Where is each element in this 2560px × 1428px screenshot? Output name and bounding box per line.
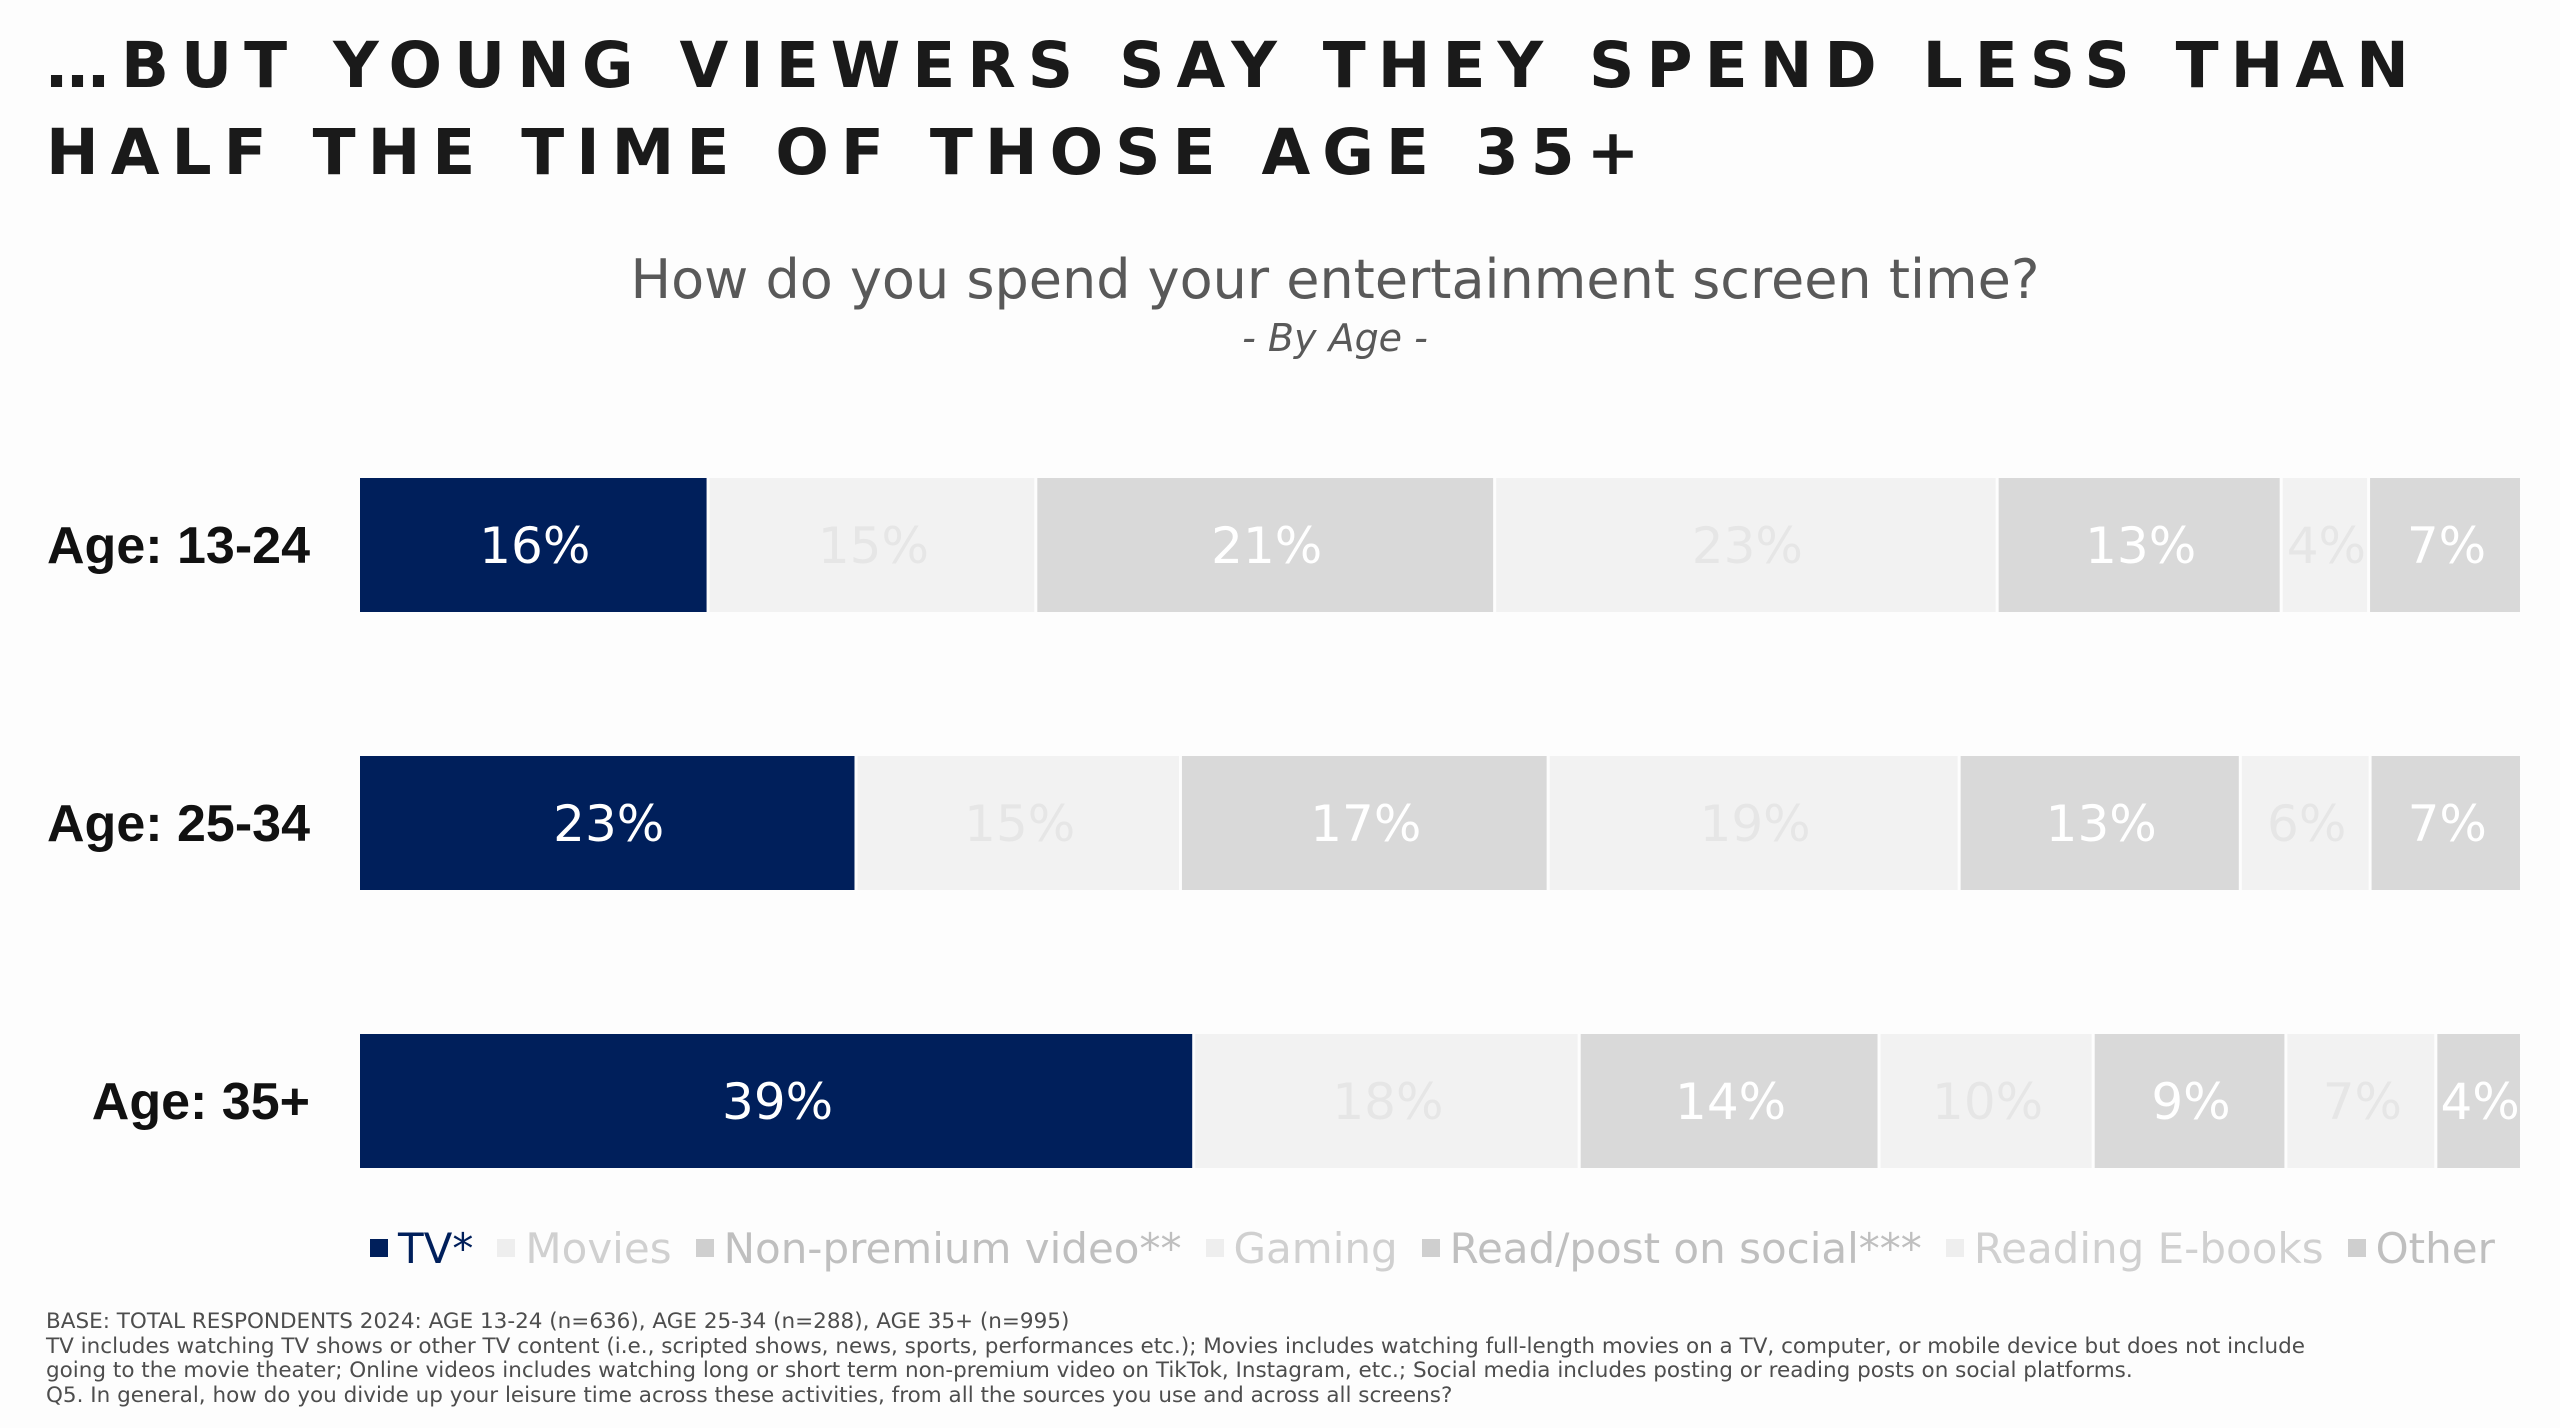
bar-segment: [1181, 756, 1547, 890]
bar-segment: [1496, 478, 1996, 612]
data-label: 23%: [553, 795, 664, 853]
bar-segment: [2094, 1034, 2285, 1168]
data-label: 7%: [2323, 1073, 2402, 1131]
data-label: 39%: [722, 1073, 833, 1131]
legend-label: Other: [2375, 1223, 2495, 1273]
category-label: Age: 13-24: [47, 517, 310, 575]
bar-segment: [2287, 1034, 2435, 1168]
data-label: 14%: [1675, 1073, 1786, 1131]
data-label: 10%: [1932, 1073, 2043, 1131]
bar-segment: [2437, 1034, 2520, 1168]
chart-legend: TV* Movies Non-premium video** Gaming Read/p…: [370, 1218, 2519, 1278]
legend-label: TV*: [398, 1223, 474, 1273]
bar-segment: [1549, 756, 1958, 890]
bar-segment: [360, 478, 707, 612]
bar-segment: [2241, 756, 2369, 890]
chart-title: How do you spend your entertainment scre…: [630, 248, 2040, 311]
legend-label: Gaming: [1233, 1223, 1398, 1273]
legend-label: Movies: [525, 1223, 672, 1273]
legend-swatch: [497, 1239, 516, 1257]
footnote-base: BASE: TOTAL RESPONDENTS 2024: AGE 13-24 …: [46, 1309, 1070, 1334]
bar-segment: [1195, 1034, 1578, 1168]
legend-item: Other: [2347, 1223, 2495, 1273]
legend-swatch: [370, 1239, 388, 1257]
data-label: 4%: [2287, 517, 2366, 575]
data-label: 18%: [1332, 1073, 1443, 1131]
bar-segment: [709, 478, 1035, 612]
data-label: 6%: [2267, 795, 2346, 853]
bar-segment: [2371, 756, 2520, 890]
bar-segment: [857, 756, 1179, 890]
chart-subtitle: - By Age -: [1242, 316, 1428, 360]
data-label: 13%: [2046, 795, 2157, 853]
legend-label: Reading E-books: [1973, 1223, 2324, 1273]
data-label: 15%: [964, 795, 1075, 853]
headline: …BUT YOUNG VIEWERS SAY THEY SPEND LESS T…: [46, 29, 2421, 189]
data-label: 17%: [1310, 795, 1421, 853]
footnote-definitions-cont: going to the movie theater; Online video…: [46, 1358, 2133, 1383]
legend-item: TV*: [370, 1224, 473, 1273]
data-label: 23%: [1692, 517, 1803, 575]
footnote: BASE: TOTAL RESPONDENTS 2024: AGE 13-24 …: [46, 1309, 2486, 1408]
legend-item: Movies: [497, 1223, 672, 1273]
bar-segment: [360, 756, 855, 890]
legend-swatch: [1205, 1239, 1224, 1257]
data-label: 4%: [2441, 1073, 2520, 1131]
footnote-question: Q5. In general, how do you divide up you…: [46, 1382, 1453, 1408]
legend-swatch: [2347, 1239, 2366, 1257]
bar-segment: [360, 1034, 1193, 1168]
legend-item: Non-premium video**: [695, 1223, 1182, 1273]
data-label: 9%: [2151, 1073, 2230, 1131]
data-label: 13%: [2085, 517, 2196, 575]
category-label: Age: 25-34: [47, 795, 310, 853]
data-label: 15%: [818, 517, 929, 575]
bar-segment: [2282, 478, 2368, 612]
bar-segment: [1998, 478, 2280, 612]
footnote-definitions: TV includes watching TV shows or other T…: [46, 1333, 2306, 1359]
legend-label: Non-premium video**: [723, 1223, 1182, 1273]
legend-item: Reading E-books: [1945, 1223, 2324, 1273]
legend-swatch: [1421, 1239, 1440, 1257]
data-label: 21%: [1211, 517, 1322, 575]
category-label: Age: 35+: [92, 1073, 310, 1131]
legend-label: Read/post on social***: [1449, 1223, 1922, 1273]
legend-swatch: [1945, 1239, 1964, 1257]
data-label: 7%: [2408, 795, 2487, 853]
bar-segment: [1960, 756, 2239, 890]
bar-segment: [1580, 1034, 1878, 1168]
legend-item: Read/post on social***: [1421, 1223, 1922, 1273]
bar-segment: [1037, 478, 1494, 612]
legend-item: Gaming: [1205, 1223, 1398, 1273]
data-label: 19%: [1700, 795, 1811, 853]
bar-segment: [2370, 478, 2520, 612]
data-label: 7%: [2407, 517, 2486, 575]
legend-swatch: [695, 1239, 714, 1257]
bar-segment: [1880, 1034, 2092, 1168]
data-label: 16%: [479, 517, 590, 575]
